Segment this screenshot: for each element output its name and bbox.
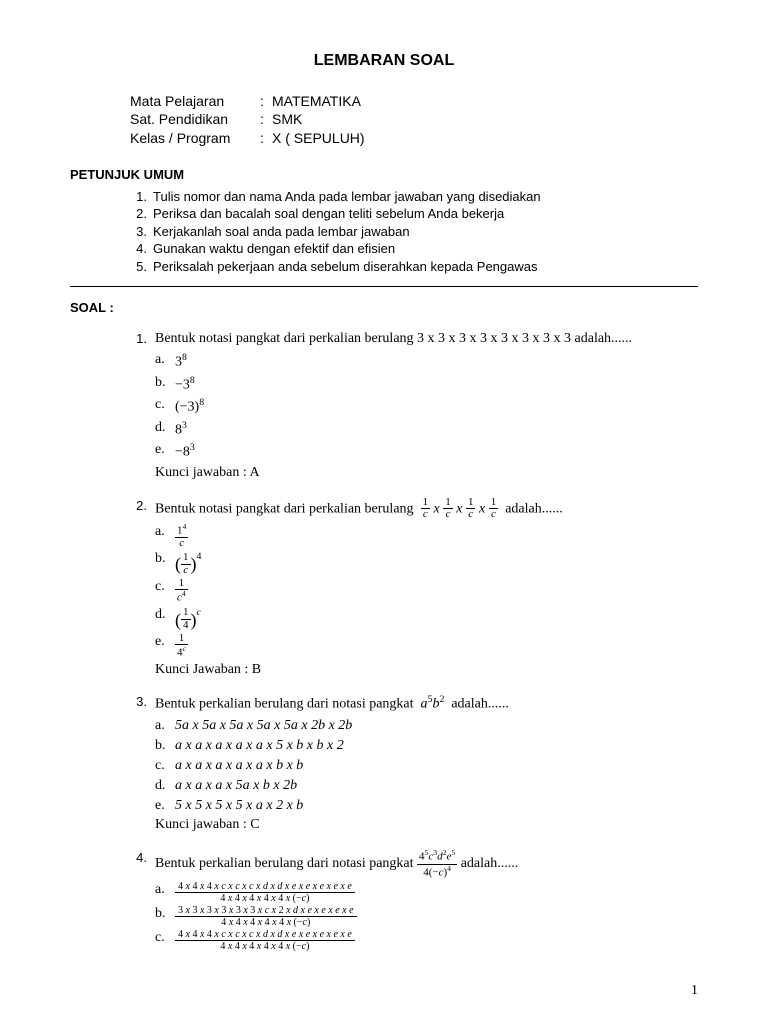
option-row: d.a x a x a x 5a x b x 2b [155,777,698,796]
meta-block: Mata Pelajaran : MATEMATIKA Sat. Pendidi… [130,92,698,149]
option-row: c.a x a x a x a x a x b x b [155,757,698,776]
option-letter: b. [155,905,175,924]
meta-sep: : [260,129,272,148]
question-block: 4.Bentuk perkalian berulang dari notasi … [125,849,698,951]
option-row: a.14c [155,523,698,550]
option-row: a.38 [155,351,698,373]
option-value: −83 [175,441,195,463]
option-row: b.(1c)4 [155,550,698,576]
option-letter: a. [155,881,175,900]
option-row: b.−38 [155,374,698,396]
option-value: (−3)8 [175,396,204,418]
question-text: Bentuk perkalian berulang dari notasi pa… [155,693,698,715]
meta-label: Mata Pelajaran [130,92,260,111]
option-letter: c. [155,396,175,415]
option-letter: a. [155,523,175,542]
soal-label: SOAL : [70,299,698,317]
option-letter: a. [155,717,175,736]
option-value: a x a x a x a x a x b x b [175,757,303,776]
option-row: e.5 x 5 x 5 x 5 x a x 2 x b [155,797,698,816]
option-value: (14)c [175,606,201,632]
question-block: 2.Bentuk notasi pangkat dari perkalian b… [125,497,698,680]
option-letter: c. [155,929,175,948]
instr-text: Kerjakanlah soal anda pada lembar jawaba… [153,223,410,241]
answer-key: Kunci Jawaban : B [155,661,698,680]
meta-label: Sat. Pendidikan [130,110,260,129]
divider [70,286,698,287]
option-value: 1c4 [175,578,188,605]
instr-num: 5. [125,258,153,276]
option-value: 4 x 4 x 4 x c x c x c x d x d x e x e x … [175,881,355,904]
option-value: (1c)4 [175,550,201,576]
option-value: 4 x 4 x 4 x c x c x c x d x d x e x e x … [175,929,355,952]
instr-text: Periksa dan bacalah soal dengan teliti s… [153,205,504,223]
option-value: 14c [175,523,188,550]
option-value: 5 x 5 x 5 x 5 x a x 2 x b [175,797,303,816]
option-row: b.a x a x a x a x a x 5 x b x b x 2 [155,737,698,756]
option-letter: b. [155,550,175,569]
option-value: a x a x a x a x a x 5 x b x b x 2 [175,737,344,756]
option-letter: d. [155,419,175,438]
meta-value: SMK [272,110,302,129]
option-letter: b. [155,374,175,393]
option-letter: d. [155,606,175,625]
option-row: c.(−3)8 [155,396,698,418]
answer-key: Kunci jawaban : C [155,816,698,835]
instructions-header: PETUNJUK UMUM [70,166,698,184]
option-letter: a. [155,351,175,370]
answer-key: Kunci jawaban : A [155,464,698,483]
option-letter: c. [155,757,175,776]
question-block: 3.Bentuk perkalian berulang dari notasi … [125,693,698,835]
question-number: 1. [125,330,155,349]
instr-text: Periksalah pekerjaan anda sebelum disera… [153,258,537,276]
option-letter: b. [155,737,175,756]
instr-num: 2. [125,205,153,223]
option-value: 38 [175,351,187,373]
instructions-list: 1.Tulis nomor dan nama Anda pada lembar … [125,188,698,276]
instr-num: 4. [125,240,153,258]
question-text: Bentuk notasi pangkat dari perkalian ber… [155,497,698,521]
option-value: 83 [175,419,187,441]
option-value: 3 x 3 x 3 x 3 x 3 x 3 x c x 2 x d x e x … [175,905,357,928]
option-letter: c. [155,578,175,597]
option-row: c.1c4 [155,578,698,605]
question-number: 2. [125,497,155,521]
option-letter: e. [155,797,175,816]
option-letter: e. [155,633,175,652]
option-row: e.14c [155,633,698,660]
question-text: Bentuk notasi pangkat dari perkalian ber… [155,330,698,349]
option-letter: d. [155,777,175,796]
meta-sep: : [260,110,272,129]
option-row: b.3 x 3 x 3 x 3 x 3 x 3 x c x 2 x d x e … [155,905,698,928]
option-value: 5a x 5a x 5a x 5a x 5a x 2b x 2b [175,717,352,736]
option-value: −38 [175,374,195,396]
page-number: 1 [70,982,698,1001]
instr-num: 1. [125,188,153,206]
meta-value: MATEMATIKA [272,92,361,111]
meta-value: X ( SEPULUH) [272,129,365,148]
option-row: a.4 x 4 x 4 x c x c x c x d x d x e x e … [155,881,698,904]
option-value: 14c [175,633,188,660]
instr-text: Gunakan waktu dengan efektif dan efisien [153,240,395,258]
option-row: c.4 x 4 x 4 x c x c x c x d x d x e x e … [155,929,698,952]
document-title: LEMBARAN SOAL [70,50,698,72]
question-number: 3. [125,693,155,715]
meta-label: Kelas / Program [130,129,260,148]
option-letter: e. [155,441,175,460]
question-block: 1.Bentuk notasi pangkat dari perkalian b… [125,330,698,483]
option-row: a.5a x 5a x 5a x 5a x 5a x 2b x 2b [155,717,698,736]
question-number: 4. [125,849,155,878]
option-row: e.−83 [155,441,698,463]
option-row: d.(14)c [155,606,698,632]
option-value: a x a x a x 5a x b x 2b [175,777,297,796]
option-row: d.83 [155,419,698,441]
instr-num: 3. [125,223,153,241]
question-text: Bentuk perkalian berulang dari notasi pa… [155,849,698,878]
meta-sep: : [260,92,272,111]
instr-text: Tulis nomor dan nama Anda pada lembar ja… [153,188,541,206]
